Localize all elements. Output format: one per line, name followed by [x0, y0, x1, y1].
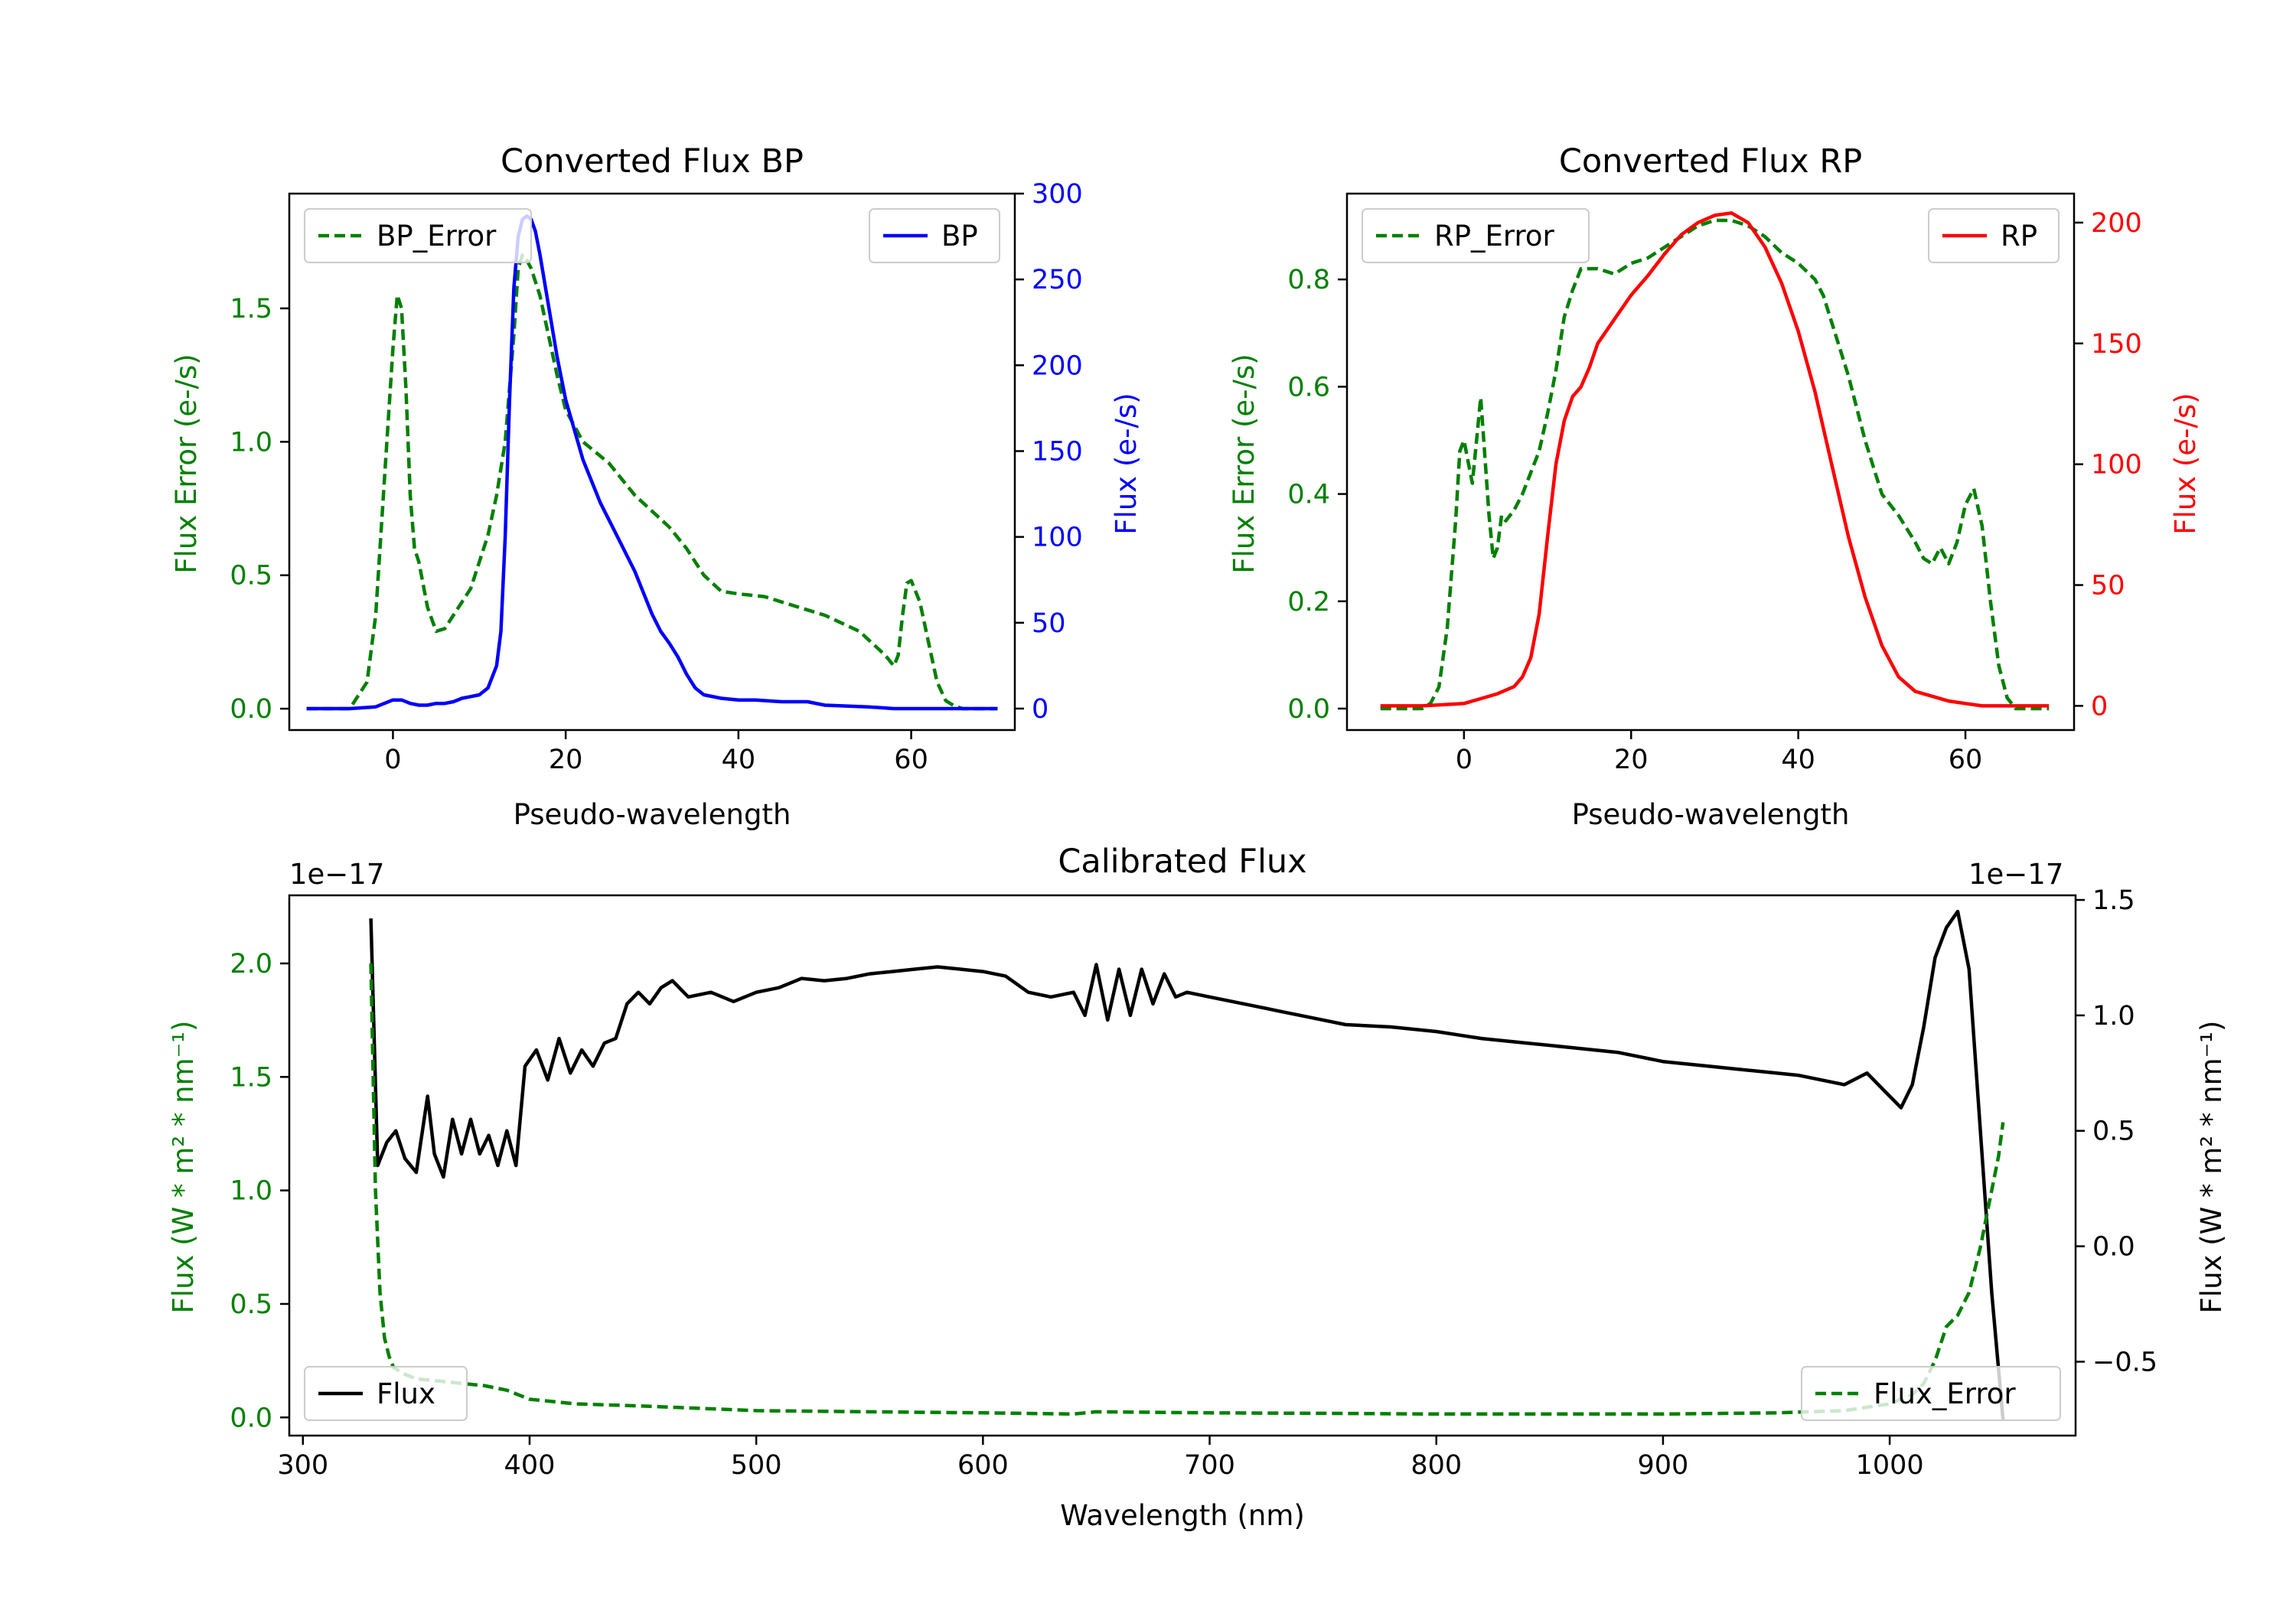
cal-ytick-left-label: 1.0 — [230, 1176, 272, 1207]
bp-xtick-label: 40 — [722, 745, 756, 775]
cal-xtick-label: 600 — [957, 1450, 1009, 1481]
cal-ytick-right-label: 1.0 — [2092, 1001, 2135, 1032]
bp-ytick-right-label: 100 — [1032, 523, 1083, 553]
cal-series-flux — [369, 909, 2005, 1420]
legend-box — [1801, 1366, 2061, 1421]
rp-ytick-left-label: 0.2 — [1287, 587, 1330, 618]
rp-plot-frame — [1345, 192, 2076, 732]
cal-xtick-label: 900 — [1638, 1450, 1689, 1481]
rp-xtick-label: 60 — [1949, 745, 1983, 775]
bp-legend-bp: BP — [869, 208, 1000, 263]
rp-xlabel: Pseudo-wavelength — [1572, 798, 1850, 831]
rp-ytick-right-label: 0 — [2091, 691, 2108, 722]
bp-series-bp-error — [306, 253, 998, 711]
cal-ytick-left-label: 0.0 — [230, 1403, 272, 1433]
cal-xlabel: Wavelength (nm) — [1060, 1499, 1305, 1532]
legend-box — [304, 1366, 468, 1421]
cal-legend-flux: Flux — [304, 1366, 468, 1421]
panel-bp: Converted Flux BP Pseudo-wavelength Flux… — [170, 142, 1143, 831]
rp-legend-rp: RP — [1928, 208, 2060, 263]
legend-label: BP_Error — [377, 220, 497, 253]
cal-ytick-right-label: 0.0 — [2092, 1232, 2135, 1263]
legend-box — [304, 208, 532, 263]
cal-ytick-right-label: 1.5 — [2092, 885, 2135, 916]
cal-xtick-label: 800 — [1411, 1450, 1462, 1481]
bp-xtick-label: 0 — [384, 745, 401, 775]
cal-legend-flux-error: Flux_Error — [1801, 1366, 2061, 1421]
bp-ytick-left-label: 0.5 — [230, 561, 272, 592]
legend-label: Flux — [377, 1377, 435, 1410]
legend-label: RP_Error — [1434, 220, 1554, 253]
cal-ytick-left-label: 0.5 — [230, 1289, 272, 1320]
bp-ytick-left-label: 0.0 — [230, 694, 272, 725]
rp-series-rp-error — [1380, 218, 2050, 711]
cal-series-flux-error — [369, 963, 2005, 1416]
bp-ylabel-right: Flux (e-/s) — [1110, 393, 1143, 534]
bp-axes: 0 20 40 60 0.0 0.5 1.0 1.5 0 50 100 150 200 250 300 BP_… — [230, 179, 1082, 775]
rp-axes: 0 20 40 60 0.0 0.2 0.4 0.6 0.8 0 50 100 150 200 RP_Err… — [1287, 192, 2142, 775]
rp-ytick-right-label: 100 — [2091, 450, 2142, 481]
rp-ytick-left-label: 0.0 — [1287, 694, 1330, 725]
bp-ytick-right-label: 0 — [1032, 694, 1049, 725]
panel-cal: Calibrated Flux Wavelength (nm) Flux (W … — [167, 843, 2228, 1532]
bp-ytick-left-label: 1.0 — [230, 427, 272, 458]
rp-xtick-label: 40 — [1781, 745, 1815, 775]
bp-legend-bp-error: BP_Error — [304, 208, 532, 263]
cal-xtick-label: 300 — [277, 1450, 328, 1481]
rp-ytick-right-label: 200 — [2091, 208, 2142, 239]
legend-label: RP — [2001, 220, 2037, 253]
cal-xtick-label: 700 — [1184, 1450, 1235, 1481]
cal-ylabel-right: Flux (W * m² * nm⁻¹) — [2195, 1021, 2228, 1314]
panel-rp: Converted Flux RP Pseudo-wavelength Flux… — [1228, 142, 2202, 831]
cal-ytick-right-label: 0.5 — [2092, 1116, 2135, 1147]
cal-exponent-left: 1e−17 — [289, 858, 384, 891]
rp-series-rp — [1380, 211, 2050, 708]
cal-xtick-label: 400 — [504, 1450, 556, 1481]
cal-ylabel-left: Flux (W * m² * nm⁻¹) — [167, 1021, 200, 1314]
cal-exponent-right: 1e−17 — [1968, 858, 2063, 891]
cal-xtick-label: 500 — [731, 1450, 782, 1481]
bp-xlabel: Pseudo-wavelength — [514, 798, 791, 831]
bp-ytick-left-label: 1.5 — [230, 294, 272, 324]
rp-xtick-label: 20 — [1614, 745, 1649, 775]
bp-ytick-right-label: 200 — [1032, 350, 1083, 381]
rp-ylabel-right: Flux (e-/s) — [2169, 393, 2202, 534]
bp-xtick-label: 20 — [549, 745, 583, 775]
rp-xtick-label: 0 — [1456, 745, 1473, 775]
bp-xtick-label: 60 — [894, 745, 928, 775]
legend-label: Flux_Error — [1874, 1377, 2016, 1410]
cal-ytick-left-label: 2.0 — [230, 949, 272, 980]
rp-ytick-right-label: 150 — [2091, 329, 2142, 360]
legend-label: BP — [941, 220, 978, 253]
bp-ytick-right-label: 250 — [1032, 265, 1083, 295]
bp-ytick-right-label: 150 — [1032, 436, 1083, 467]
rp-title: Converted Flux RP — [1559, 142, 1862, 181]
cal-ytick-right-label: −0.5 — [2092, 1347, 2157, 1377]
bp-ytick-right-label: 50 — [1032, 608, 1066, 639]
rp-ytick-right-label: 50 — [2091, 571, 2125, 601]
rp-ytick-left-label: 0.4 — [1287, 480, 1330, 510]
cal-axes: 300 400 500 600 700 800 900 1000 0.0 0.5 1.0 1.5 2.0… — [230, 885, 2157, 1481]
bp-ytick-right-label: 300 — [1032, 179, 1083, 210]
cal-title: Calibrated Flux — [1058, 843, 1306, 881]
cal-plot-frame — [288, 894, 2077, 1437]
legend-box — [1362, 208, 1590, 263]
legend-box — [1928, 208, 2060, 263]
cal-ytick-left-label: 1.5 — [230, 1062, 272, 1093]
rp-ytick-left-label: 0.6 — [1287, 372, 1330, 403]
bp-plot-frame — [288, 192, 1016, 732]
bp-series-bp — [306, 214, 998, 711]
rp-ytick-left-label: 0.8 — [1287, 265, 1330, 295]
rp-ylabel-left: Flux Error (e-/s) — [1228, 354, 1261, 573]
bp-title: Converted Flux BP — [501, 142, 804, 181]
rp-legend-rp-error: RP_Error — [1362, 208, 1590, 263]
legend-box — [869, 208, 1000, 263]
cal-xtick-label: 1000 — [1856, 1450, 1924, 1481]
bp-ylabel-left: Flux Error (e-/s) — [170, 354, 203, 573]
